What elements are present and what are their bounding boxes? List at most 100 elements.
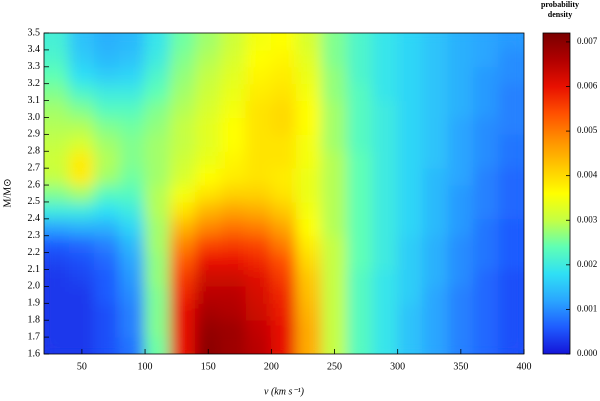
heat-cell	[169, 167, 197, 186]
heat-cell	[321, 218, 348, 237]
y-tick-label: 2.5	[28, 196, 41, 207]
heat-cell	[270, 184, 298, 203]
heat-cell	[498, 302, 524, 321]
y-tick-label: 2.2	[28, 247, 41, 258]
heat-cell	[94, 252, 121, 271]
heat-cell	[321, 319, 348, 338]
heat-cell	[195, 83, 222, 102]
heat-cell	[68, 66, 96, 85]
heat-cell	[119, 336, 146, 354]
heat-cell	[195, 116, 222, 135]
heat-cell	[270, 83, 298, 102]
heat-cell	[119, 235, 146, 254]
heat-cell	[144, 116, 171, 135]
heat-cell	[44, 150, 70, 169]
heat-cell	[119, 252, 146, 271]
heat-cell	[346, 167, 373, 186]
x-tick-label: 100	[138, 361, 153, 372]
heat-cell	[44, 66, 70, 85]
heat-cell	[472, 100, 500, 118]
heat-cell	[371, 201, 399, 220]
heat-cell	[472, 336, 500, 354]
heat-cell	[94, 201, 121, 220]
heat-cell	[68, 252, 96, 271]
heat-cell	[68, 235, 96, 254]
heat-cell	[169, 269, 197, 287]
y-tick-label: 2.4	[28, 213, 41, 224]
heat-cell	[94, 218, 121, 237]
heat-cell	[296, 285, 323, 304]
y-tick-label: 2.1	[28, 264, 41, 275]
heat-cell	[195, 66, 222, 85]
heat-cell	[371, 184, 399, 203]
heat-cell	[44, 184, 70, 203]
heat-cell	[321, 100, 348, 118]
heat-cell	[94, 319, 121, 338]
heat-cell	[169, 100, 197, 118]
heat-cell	[44, 33, 70, 51]
heat-cell	[422, 319, 449, 338]
heat-cell	[119, 302, 146, 321]
y-tick-label: 1.9	[28, 298, 41, 309]
heat-cell	[397, 319, 424, 338]
heat-cell	[220, 33, 247, 51]
x-tick-label: 200	[264, 361, 279, 372]
heat-cell	[371, 49, 399, 68]
heat-cell	[270, 167, 298, 186]
heat-cell	[144, 83, 171, 102]
heat-cell	[245, 83, 272, 102]
heat-cell	[472, 201, 500, 220]
heat-cell	[397, 66, 424, 85]
heat-cell	[68, 150, 96, 169]
heat-cell	[422, 285, 449, 304]
heat-cell	[94, 167, 121, 186]
heat-cell	[245, 150, 272, 169]
heat-cell	[447, 133, 474, 152]
y-axis-label: M/M⊙	[2, 179, 13, 208]
heat-cell	[220, 167, 247, 186]
heat-cell	[472, 319, 500, 338]
heat-cell	[447, 201, 474, 220]
colorbar-tick-label: 0.001	[577, 303, 597, 313]
heat-cell	[296, 336, 323, 354]
heat-cell	[144, 302, 171, 321]
heat-cell	[498, 49, 524, 68]
heat-cell	[447, 336, 474, 354]
colorbar-tick-label: 0.004	[577, 170, 598, 180]
heat-cell	[119, 319, 146, 338]
heat-cell	[245, 218, 272, 237]
heat-cell	[68, 269, 96, 287]
heat-cell	[371, 100, 399, 118]
heat-cell	[472, 218, 500, 237]
heat-cell	[472, 83, 500, 102]
heat-cell	[422, 49, 449, 68]
heat-cell	[422, 218, 449, 237]
heat-cell	[195, 184, 222, 203]
heat-cell	[169, 235, 197, 254]
heat-cell	[220, 100, 247, 118]
heat-cell	[321, 33, 348, 51]
heat-cell	[498, 218, 524, 237]
heat-cell	[245, 319, 272, 338]
heat-cell	[119, 83, 146, 102]
heat-cell	[144, 167, 171, 186]
heat-cell	[144, 201, 171, 220]
y-tick-label: 3.1	[28, 95, 41, 106]
heat-cell	[498, 167, 524, 186]
heat-cell	[321, 302, 348, 321]
heat-cell	[498, 252, 524, 271]
heat-cell	[68, 218, 96, 237]
heat-cell	[422, 116, 449, 135]
heat-cell	[498, 133, 524, 152]
heat-cell	[346, 133, 373, 152]
heat-cell	[245, 201, 272, 220]
heat-cell	[119, 269, 146, 287]
heat-cell	[220, 319, 247, 338]
heat-cell	[447, 218, 474, 237]
colorbar-tick-label: 0.006	[577, 81, 598, 91]
heat-cell	[144, 336, 171, 354]
heat-cell	[371, 167, 399, 186]
heat-cell	[296, 100, 323, 118]
heat-cell	[447, 33, 474, 51]
